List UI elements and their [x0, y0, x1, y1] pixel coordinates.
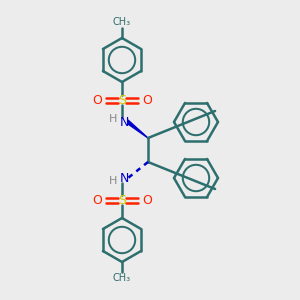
Text: H: H [109, 176, 117, 186]
Text: O: O [92, 94, 102, 106]
Text: S: S [118, 194, 126, 206]
Text: H: H [109, 114, 117, 124]
Text: CH₃: CH₃ [113, 273, 131, 283]
Polygon shape [128, 120, 148, 138]
Text: O: O [142, 194, 152, 206]
Text: N: N [119, 172, 129, 184]
Text: O: O [142, 94, 152, 106]
Text: N: N [119, 116, 129, 128]
Text: CH₃: CH₃ [113, 17, 131, 27]
Text: O: O [92, 194, 102, 206]
Text: S: S [118, 94, 126, 106]
